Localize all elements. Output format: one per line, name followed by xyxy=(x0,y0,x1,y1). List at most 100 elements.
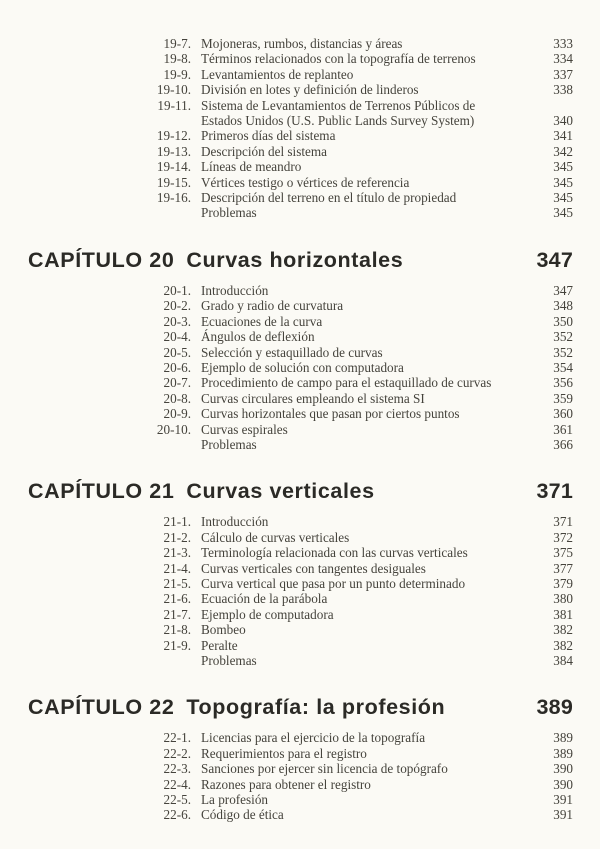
entry-title-line: Descripción del sistema xyxy=(201,143,327,159)
entry-number: 19-16. xyxy=(156,190,191,206)
toc-entry: 21-3. Terminología relacionada con las c… xyxy=(28,545,573,560)
toc-entry: 19-9. Levantamientos de replanteo 337 xyxy=(28,67,573,82)
entry-number: 22-4. xyxy=(163,776,191,792)
toc-entry: 19-11. Sistema de Levantamientos de Terr… xyxy=(28,98,573,129)
entry-title-line: Problemas xyxy=(201,653,257,668)
entry-title-line: Curvas espirales xyxy=(201,421,288,437)
entry-title-line: Introducción xyxy=(201,514,269,530)
toc-entry: Problemas 366 xyxy=(28,437,573,452)
chapter-label: CAPÍTULO 20 xyxy=(28,247,175,272)
entry-title-line: Código de ética xyxy=(201,807,284,823)
entry-title: Ecuaciones de la curva xyxy=(191,314,528,329)
entry-title: Sanciones por ejercer sin licencia de to… xyxy=(191,761,528,776)
entry-page-number: 359 xyxy=(553,390,573,406)
entry-number: 19-15. xyxy=(156,174,191,190)
entry-title: Licencias para el ejercicio de la topogr… xyxy=(191,730,528,745)
entry-title-line: Ecuaciones de la curva xyxy=(201,313,323,329)
entry-title-line: Ejemplo de solución con computadora xyxy=(201,359,404,375)
entry-number: 19-12. xyxy=(156,128,191,144)
entry-page-number: 347 xyxy=(553,282,573,298)
entry-page-number: 389 xyxy=(553,730,573,746)
entry-title: Curvas circulares empleando el sistema S… xyxy=(191,391,528,406)
toc-entry: Problemas 384 xyxy=(28,653,573,668)
entry-page-number: 356 xyxy=(553,375,573,391)
entry-title-line: Selección y estaquillado de curvas xyxy=(201,344,383,360)
toc-entry: 20-4. Ángulos de deflexión 352 xyxy=(28,329,573,344)
entry-page-number: 382 xyxy=(553,622,573,638)
toc-entry: 20-7. Procedimiento de campo para el est… xyxy=(28,375,573,390)
entry-number: 20-2. xyxy=(163,298,191,314)
entry-title-line: Líneas de meandro xyxy=(201,159,302,175)
toc-entry: 19-8. Términos relacionados con la topog… xyxy=(28,51,573,66)
entry-page-number: 341 xyxy=(553,128,573,144)
toc-entry: 19-13. Descripción del sistema 342 xyxy=(28,144,573,159)
toc-entry: 19-14. Líneas de meandro 345 xyxy=(28,159,573,174)
entry-number: 20-9. xyxy=(163,406,191,422)
entry-number: 22-2. xyxy=(163,745,191,761)
entry-page-number: 350 xyxy=(553,313,573,329)
toc-entry: 19-15. Vértices testigo o vértices de re… xyxy=(28,175,573,190)
entry-title: Descripción del terreno en el título de … xyxy=(191,190,528,205)
toc-entry: 20-5. Selección y estaquillado de curvas… xyxy=(28,345,573,360)
entry-page-number: 333 xyxy=(553,36,573,51)
entry-page-number: 361 xyxy=(553,421,573,437)
entry-page-number: 334 xyxy=(553,51,573,67)
entry-title: Problemas xyxy=(191,653,528,668)
entry-title: Primeros días del sistema xyxy=(191,128,528,143)
entry-number: 20-6. xyxy=(163,359,191,375)
entry-title-line: Levantamientos de replanteo xyxy=(201,66,354,82)
entry-title-line: Primeros días del sistema xyxy=(201,128,336,144)
entry-title-line: Problemas xyxy=(201,436,257,452)
entry-page-number: 371 xyxy=(553,514,573,530)
entry-title: Grado y radio de curvatura xyxy=(191,298,528,313)
entry-page-number: 375 xyxy=(553,545,573,561)
entry-page-number: 345 xyxy=(553,190,573,206)
chapter-page-number: 371 xyxy=(536,479,573,504)
chapter-title: Curvas verticales xyxy=(186,479,375,504)
entry-number: 19-8. xyxy=(163,51,191,67)
entry-title-line: Ángulos de deflexión xyxy=(201,329,315,345)
entry-title: División en lotes y definición de linder… xyxy=(191,82,528,97)
chapter-label: CAPÍTULO 22 xyxy=(28,695,175,720)
entry-title-line: Curvas circulares empleando el sistema S… xyxy=(201,390,425,406)
toc-entry: 19-16. Descripción del terreno en el tít… xyxy=(28,190,573,205)
entry-number: 20-3. xyxy=(163,313,191,329)
entry-title: Problemas xyxy=(191,437,528,452)
chapter-heading: CAPÍTULO 20 Curvas horizontales 347 xyxy=(28,248,573,272)
entry-page-number: 345 xyxy=(553,174,573,190)
entry-number: 22-6. xyxy=(163,807,191,823)
entry-number: 21-7. xyxy=(163,606,191,622)
toc-entry: 21-2. Cálculo de curvas verticales 372 xyxy=(28,530,573,545)
entry-number: 22-3. xyxy=(163,761,191,777)
chapter-title: Topografía: la profesión xyxy=(186,695,446,720)
entry-title: Selección y estaquillado de curvas xyxy=(191,345,528,360)
entry-page-number: 352 xyxy=(553,329,573,345)
entry-title: Requerimientos para el registro xyxy=(191,746,528,761)
entry-page-number: 390 xyxy=(553,776,573,792)
entry-title-line: Bombeo xyxy=(201,622,246,638)
entry-title: Problemas xyxy=(191,205,528,220)
entry-number: 20-5. xyxy=(163,344,191,360)
entry-page-number: 382 xyxy=(553,637,573,653)
entry-title: Bombeo xyxy=(191,622,528,637)
entry-title-line: Problemas xyxy=(201,205,257,221)
entry-title-line: Curva vertical que pasa por un punto det… xyxy=(201,575,466,591)
entry-title: Terminología relacionada con las curvas … xyxy=(191,545,528,560)
entry-page-number: 389 xyxy=(553,745,573,761)
entry-title-line: Sanciones por ejercer sin licencia de to… xyxy=(201,761,448,777)
entry-number: 21-5. xyxy=(163,575,191,591)
entry-title-line: División en lotes y definición de linder… xyxy=(201,82,419,98)
entry-number: 21-1. xyxy=(163,514,191,530)
toc-entry: 21-1. Introducción 371 xyxy=(28,514,573,529)
entry-number: 20-10. xyxy=(156,421,191,437)
entry-page-number: 381 xyxy=(553,606,573,622)
toc-entry: 20-3. Ecuaciones de la curva 350 xyxy=(28,314,573,329)
entry-title: Cálculo de curvas verticales xyxy=(191,530,528,545)
entry-title: Peralte xyxy=(191,638,528,653)
entry-title-line: Licencias para el ejercicio de la topogr… xyxy=(201,730,426,746)
entry-number: 20-7. xyxy=(163,375,191,391)
entry-title-line: Vértices testigo o vértices de referenci… xyxy=(201,174,410,190)
chapter-label: CAPÍTULO 21 xyxy=(28,479,175,504)
entry-title: Código de ética xyxy=(191,807,528,822)
entry-page-number: 380 xyxy=(553,591,573,607)
